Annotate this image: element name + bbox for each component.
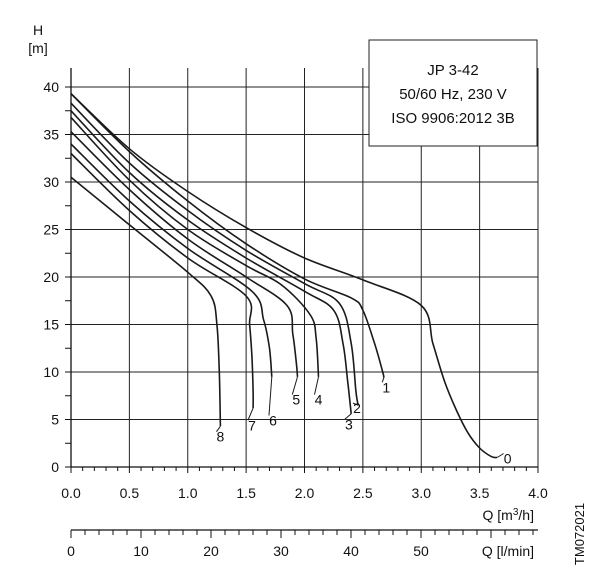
series-8-leader (216, 425, 221, 432)
series-2-leader (352, 402, 359, 406)
x2-tick-label: 10 (133, 543, 149, 559)
series-2-curve (70, 102, 359, 406)
series-1-label: 1 (382, 379, 390, 395)
series-8-curve (70, 176, 222, 427)
series-1-leader (381, 377, 385, 383)
series-0-curve (70, 93, 498, 459)
x2-tick-label: 0 (67, 543, 75, 559)
y-axis-label: H (33, 22, 43, 38)
y-tick-label: 0 (51, 459, 59, 475)
x2-tick-label: 20 (203, 543, 219, 559)
drawing-number: TM072021 (572, 503, 587, 565)
series-5-label: 5 (292, 392, 300, 408)
series-6-leader (268, 376, 273, 416)
series-5-curve (70, 131, 299, 377)
series-3-leader (344, 413, 352, 420)
series-7-curve (70, 152, 254, 409)
series-7-label: 7 (248, 417, 256, 433)
grid-lines (70, 68, 539, 468)
y-tick-label: 5 (51, 412, 59, 428)
x-tick-label: 2.5 (353, 485, 373, 501)
y-tick-label: 35 (43, 127, 59, 143)
info-model: JP 3-42 (427, 62, 478, 79)
y-tick-label: 15 (43, 317, 59, 333)
series-1-curve (70, 93, 385, 378)
info-standard: ISO 9906:2012 3B (391, 110, 514, 127)
x2-tick-label: 50 (413, 543, 429, 559)
x-tick-label: 0.0 (61, 485, 81, 501)
series-8-label: 8 (217, 429, 225, 445)
y-tick-label: 25 (43, 222, 59, 238)
x-tick-label: 3.0 (412, 485, 432, 501)
series-4-label: 4 (315, 392, 323, 408)
y-tick-label: 40 (43, 79, 59, 95)
series-7-leader (247, 407, 254, 421)
x-tick-label: 1.0 (178, 485, 198, 501)
series-3-label: 3 (345, 416, 353, 432)
x2-tick-label: 40 (343, 543, 359, 559)
x-tick-label: 4.0 (528, 485, 548, 501)
y-axis-unit: [m] (28, 40, 47, 56)
series-4-leader (314, 376, 319, 395)
x2-axis-label: Q [l/min] (482, 543, 534, 559)
x-tick-label: 2.0 (295, 485, 315, 501)
series-0-leader (496, 453, 504, 458)
x-tick-label: 0.5 (120, 485, 140, 501)
y-tick-label: 30 (43, 174, 59, 190)
y-tick-label: 20 (43, 269, 59, 285)
x-tick-label: 1.5 (236, 485, 256, 501)
series-6-label: 6 (269, 413, 277, 429)
x2-tick-label: 30 (273, 543, 289, 559)
series-0-label: 0 (504, 451, 512, 467)
x-tick-label: 3.5 (470, 485, 490, 501)
series-6-curve (70, 143, 273, 377)
info-box: JP 3-42 50/60 Hz, 230 V ISO 9906:2012 3B (368, 39, 538, 147)
series-3-curve (70, 110, 352, 414)
info-box-frame (368, 39, 538, 147)
info-supply: 50/60 Hz, 230 V (399, 86, 507, 103)
series-2-label: 2 (353, 400, 361, 416)
series-5-leader (291, 376, 298, 395)
x-axis-label: Q [m3/h] (483, 507, 534, 523)
series-4-curve (70, 116, 320, 377)
y-tick-label: 10 (43, 364, 59, 380)
